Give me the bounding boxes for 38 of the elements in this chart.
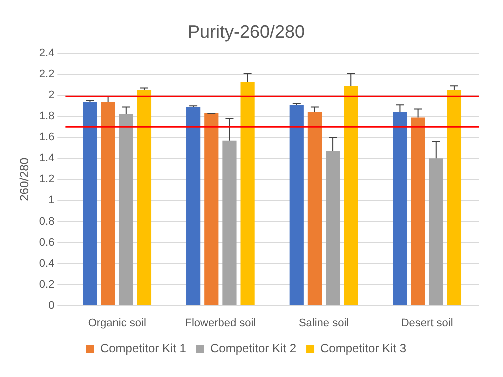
y-tick-label: 0 <box>48 300 55 312</box>
y-tick-label: 1 <box>48 194 55 207</box>
bar <box>137 90 152 306</box>
bar <box>222 140 237 306</box>
x-tick-label: Organic soil <box>88 317 146 330</box>
bar <box>326 151 340 306</box>
y-tick-label: 0.8 <box>39 216 55 228</box>
legend-label: Competitor Kit 2 <box>210 341 297 356</box>
bar <box>308 112 322 306</box>
y-tick-label: 1.8 <box>39 110 55 123</box>
y-tick-label: 0.2 <box>39 278 55 291</box>
bar <box>119 114 134 306</box>
y-tick-label: 2.4 <box>39 48 55 60</box>
bar <box>186 107 201 306</box>
legend-label: Competitor Kit 1 <box>100 341 187 356</box>
bar <box>240 82 255 306</box>
legend-label: Competitor Kit 3 <box>320 341 407 356</box>
bar <box>393 112 408 306</box>
x-tick-label: Flowerbed soil <box>185 317 256 330</box>
bar <box>411 118 426 306</box>
y-tick-label: 1.4 <box>39 152 55 165</box>
chart-title: Purity-260/280 <box>188 22 306 42</box>
y-tick-label: 1.2 <box>39 174 55 186</box>
bar <box>344 86 358 306</box>
y-tick-label: 0.4 <box>39 258 55 270</box>
bar <box>429 158 444 306</box>
y-axis-title: 260/280 <box>18 158 32 202</box>
y-tick-label: 2.2 <box>39 68 55 81</box>
y-tick-label: 0.6 <box>39 236 55 249</box>
bar <box>447 90 462 306</box>
y-tick-label: 2 <box>48 90 55 102</box>
x-tick-label: Desert soil <box>401 317 454 330</box>
bar <box>101 102 116 306</box>
bar <box>204 114 219 306</box>
bar <box>290 105 304 306</box>
bar <box>83 102 98 306</box>
y-tick-label: 1.6 <box>39 132 55 144</box>
x-tick-label: Saline soil <box>298 317 350 330</box>
